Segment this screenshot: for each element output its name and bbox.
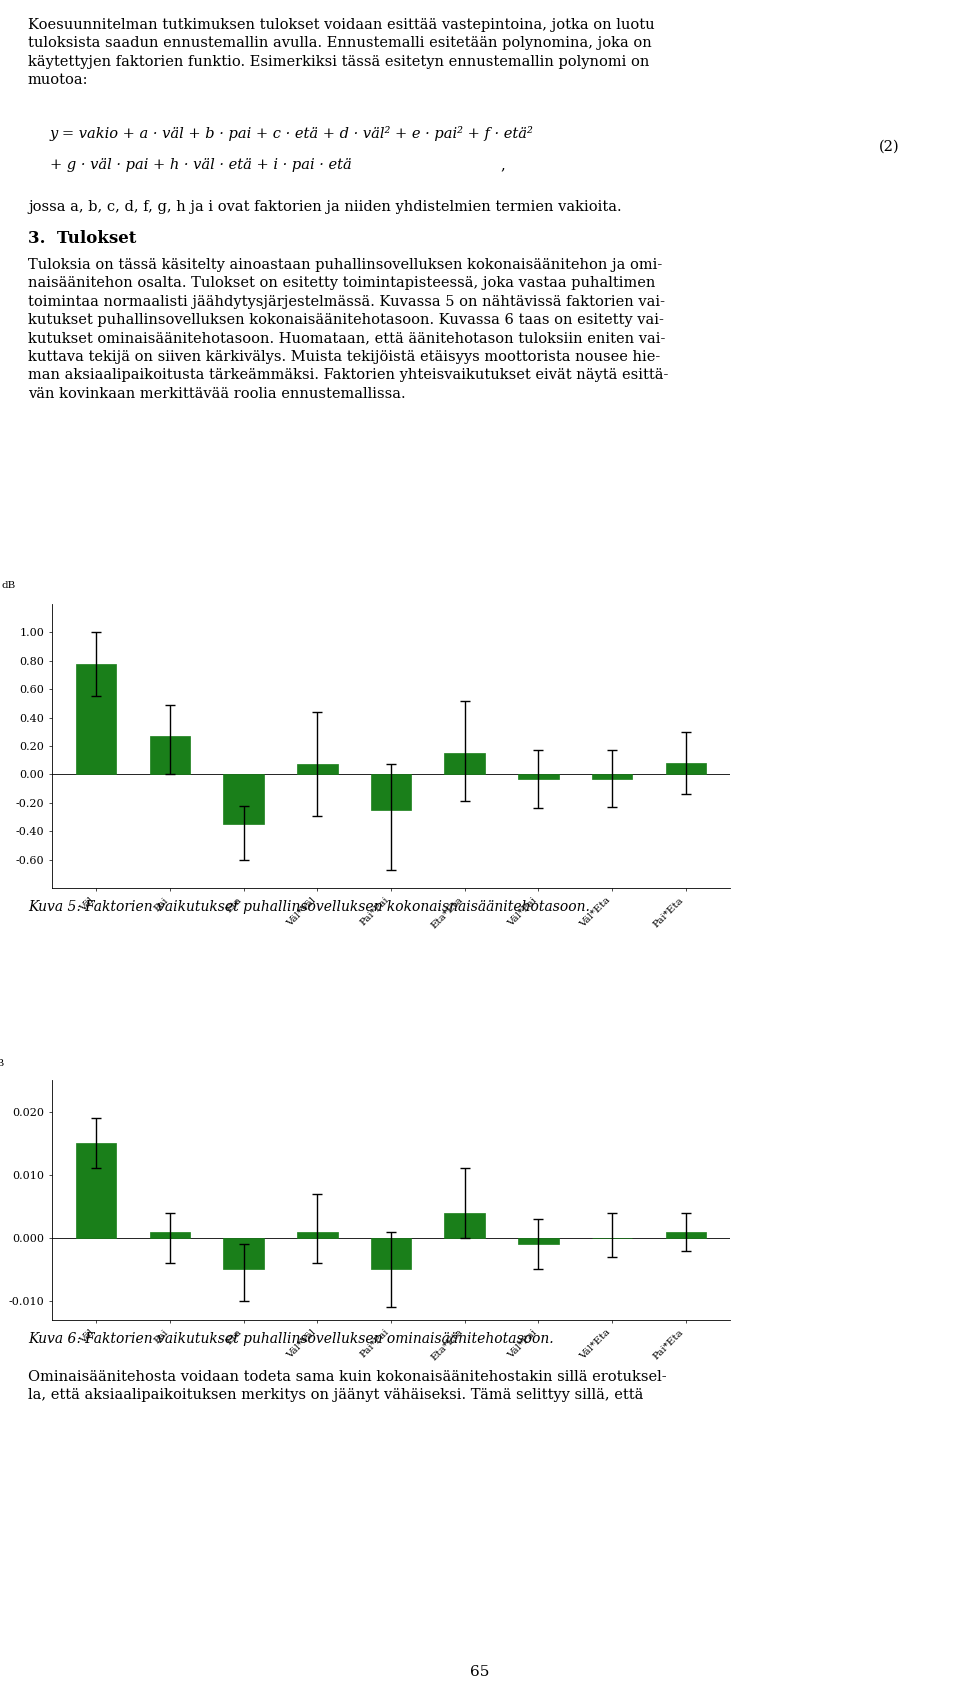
Text: dB: dB: [0, 1059, 5, 1068]
Text: (2): (2): [879, 141, 900, 154]
Bar: [224, 1237, 264, 1270]
Text: 65: 65: [470, 1664, 490, 1680]
Bar: [297, 1232, 338, 1237]
Text: 3.  Tulokset: 3. Tulokset: [28, 231, 136, 247]
Text: Ominaisäänitehosta voidaan todeta sama kuin kokonaisäänitehostakin sillä erotuks: Ominaisäänitehosta voidaan todeta sama k…: [28, 1370, 666, 1402]
Text: + g · väl · pai + h · väl · etä + i · pai · etä: + g · väl · pai + h · väl · etä + i · pa…: [50, 158, 351, 171]
Bar: [518, 1237, 559, 1244]
Bar: [76, 664, 116, 775]
Text: dB: dB: [1, 581, 15, 590]
Text: jossa a, b, c, d, f, g, h ja i ovat faktorien ja niiden yhdistelmien termien vak: jossa a, b, c, d, f, g, h ja i ovat fakt…: [28, 200, 622, 214]
Bar: [665, 763, 706, 775]
Bar: [150, 1232, 190, 1237]
Bar: [371, 1237, 411, 1270]
Bar: [444, 1212, 485, 1237]
Text: Koesuunnitelman tutkimuksen tulokset voidaan esittää vastepintoina, jotka on luo: Koesuunnitelman tutkimuksen tulokset voi…: [28, 19, 655, 86]
Bar: [76, 1142, 116, 1237]
Text: y = vakio + a · väl + b · pai + c · etä + d · väl² + e · pai² + f · etä²: y = vakio + a · väl + b · pai + c · etä …: [50, 125, 534, 141]
Text: Kuva 5. Faktorien vaikutukset puhallinsovelluksen kokonaisnaisäänitehotasoon.: Kuva 5. Faktorien vaikutukset puhallinso…: [28, 900, 589, 914]
Bar: [665, 1232, 706, 1237]
Bar: [444, 753, 485, 775]
Bar: [150, 736, 190, 775]
Text: Tuloksia on tässä käsitelty ainoastaan puhallinsovelluksen kokonaisäänitehon ja : Tuloksia on tässä käsitelty ainoastaan p…: [28, 258, 668, 400]
Text: Kuva 6. Faktorien vaikutukset puhallinsovelluksen ominaisäänitehotasoon.: Kuva 6. Faktorien vaikutukset puhallinso…: [28, 1332, 554, 1346]
Bar: [371, 775, 411, 810]
Bar: [297, 764, 338, 775]
Bar: [224, 775, 264, 824]
Text: ,: ,: [500, 158, 505, 171]
Bar: [591, 775, 633, 778]
Bar: [518, 775, 559, 778]
